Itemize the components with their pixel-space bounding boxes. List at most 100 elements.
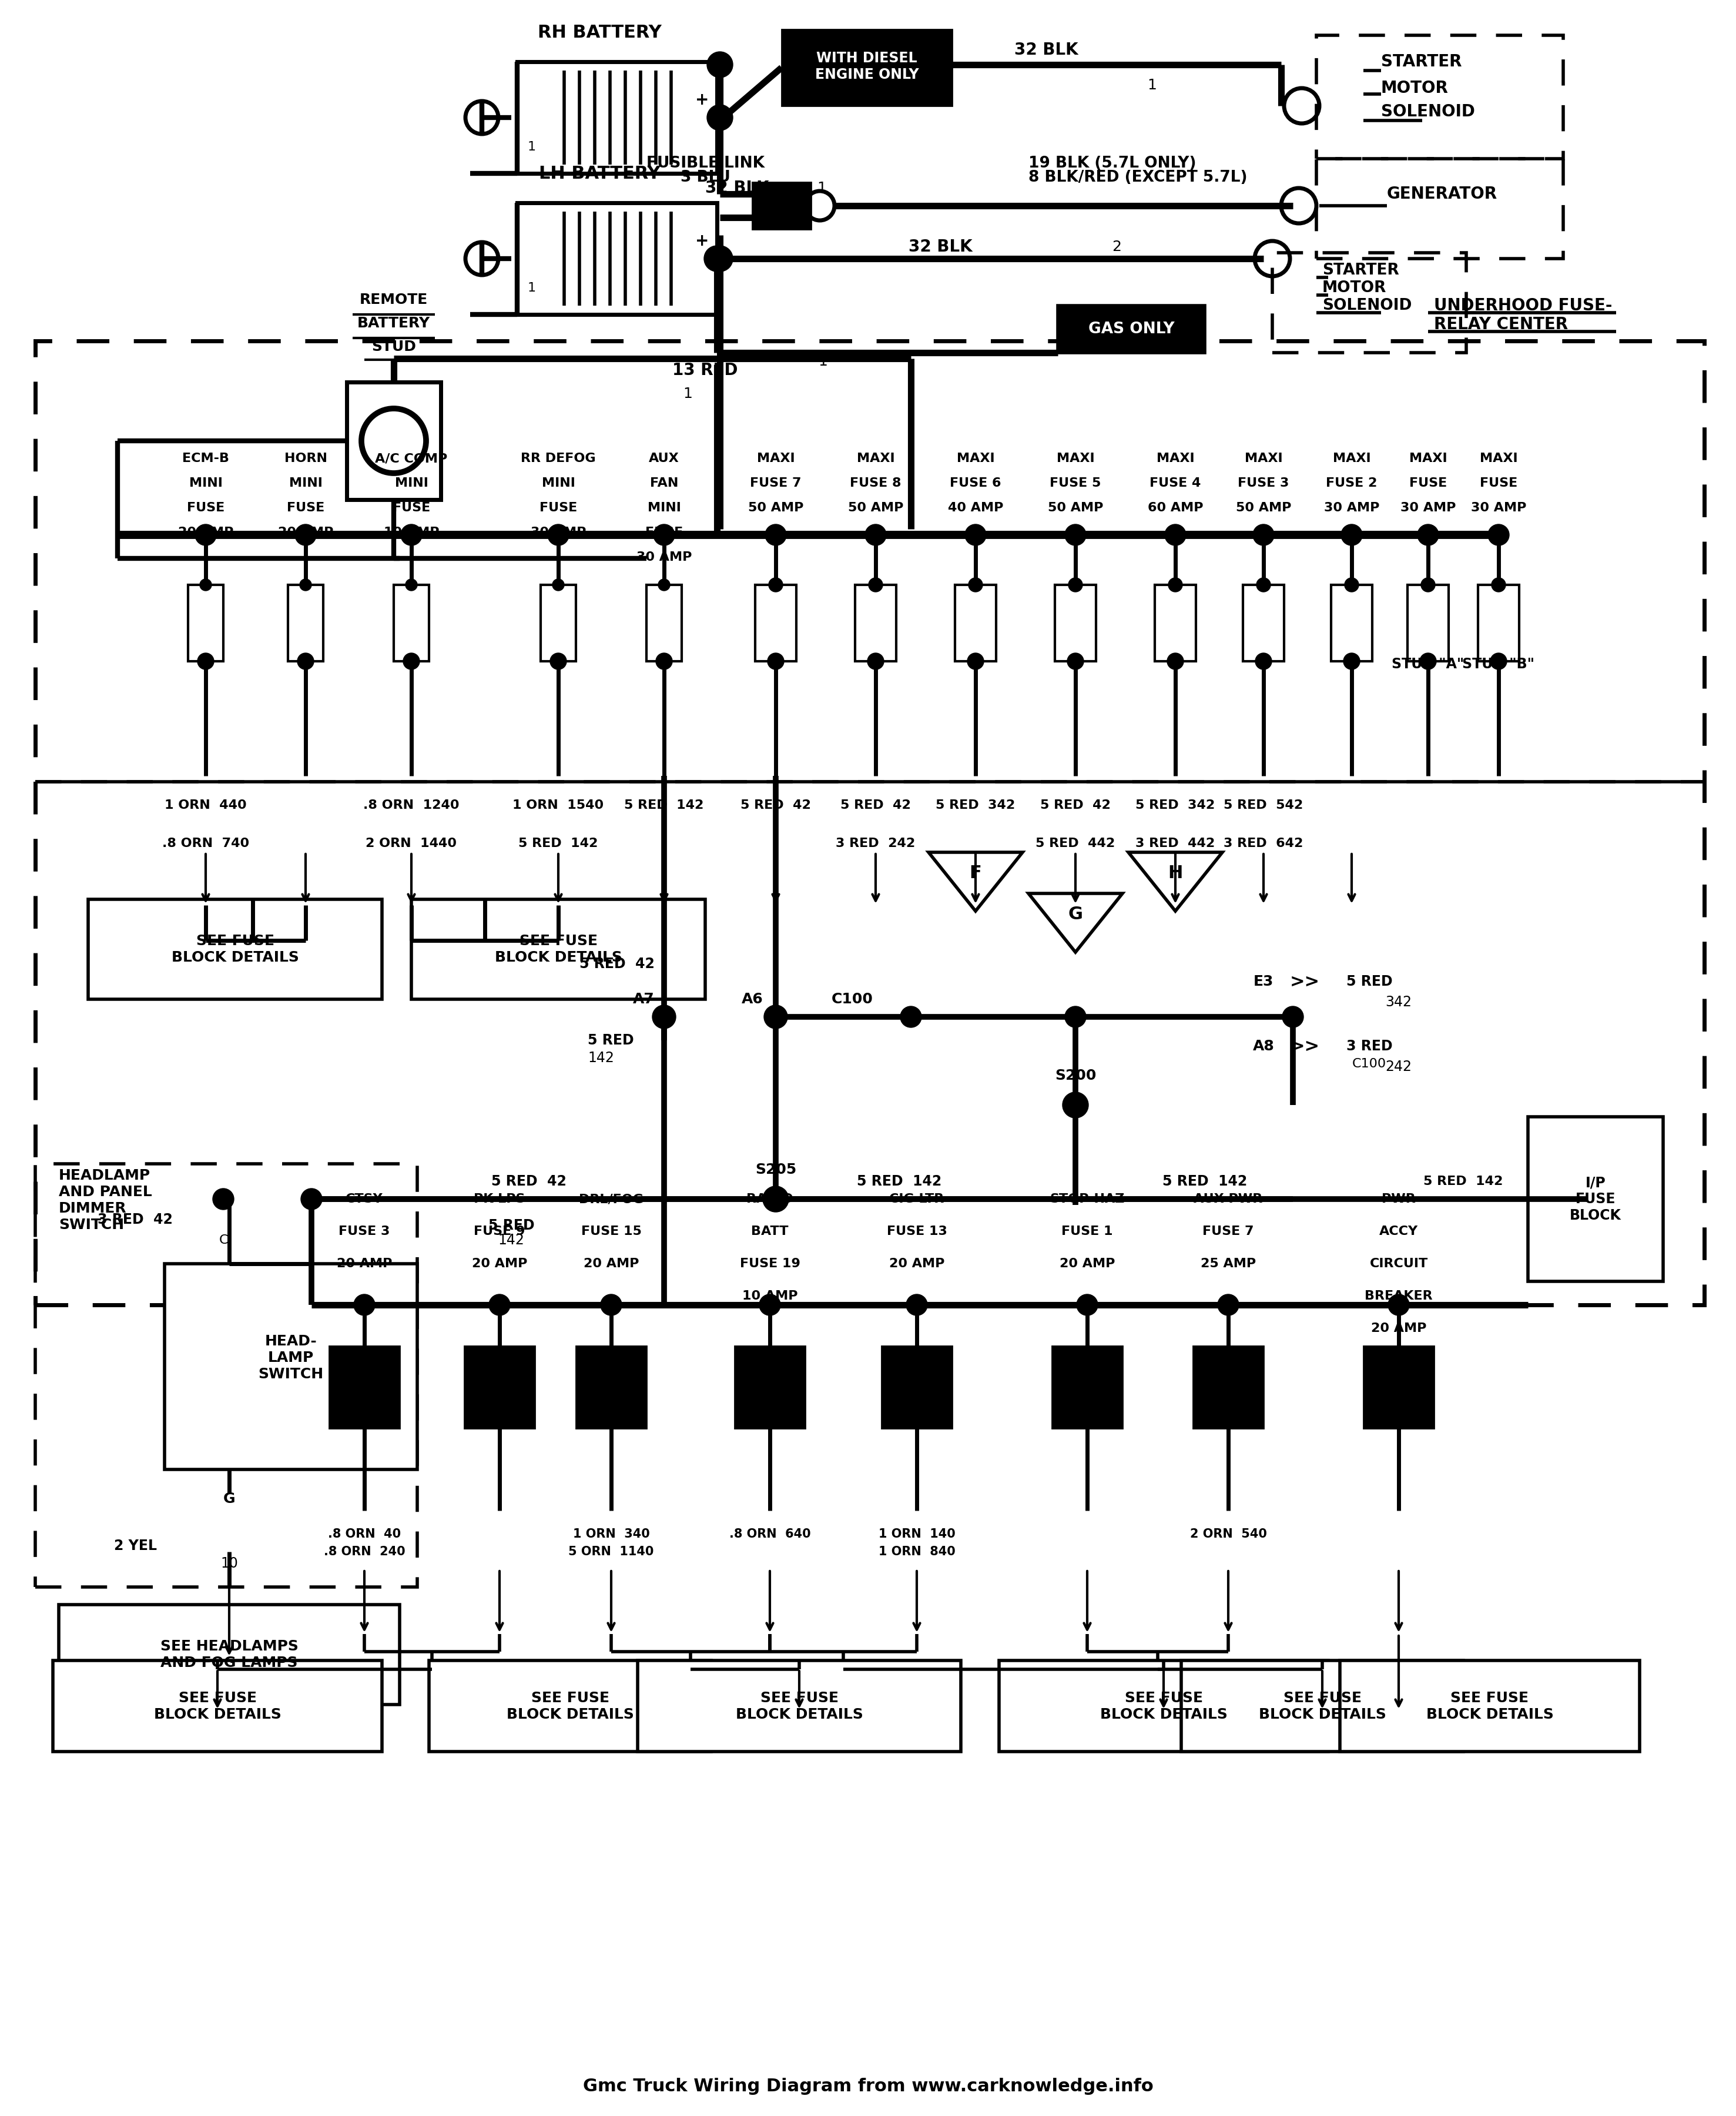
Circle shape (300, 1189, 323, 1210)
Circle shape (200, 580, 212, 590)
Text: FUSE 5: FUSE 5 (1050, 478, 1101, 489)
Text: FUSE 1: FUSE 1 (1061, 1225, 1113, 1238)
Circle shape (601, 1295, 621, 1316)
Text: 1: 1 (818, 182, 826, 195)
Text: PK LPS: PK LPS (474, 1193, 526, 1204)
Circle shape (967, 654, 984, 669)
Bar (1528, 1117, 1663, 1282)
Text: STARTER: STARTER (1323, 262, 1399, 277)
Circle shape (762, 1187, 788, 1212)
Circle shape (766, 525, 786, 546)
Text: 1 ORN  140: 1 ORN 140 (878, 1528, 955, 1540)
Circle shape (550, 654, 566, 669)
Text: 2: 2 (1111, 239, 1121, 254)
Text: AND PANEL: AND PANEL (59, 1185, 153, 1200)
Text: 30 AMP: 30 AMP (1325, 501, 1380, 514)
Text: FUSE 7: FUSE 7 (750, 478, 802, 489)
Text: AUX PWR: AUX PWR (1194, 1193, 1262, 1204)
Text: 5 RED  42: 5 RED 42 (741, 800, 811, 810)
Bar (734, 1346, 806, 1428)
Bar (998, 1661, 1328, 1752)
Bar (1340, 1661, 1639, 1752)
Text: MAXI: MAXI (1410, 453, 1448, 463)
Text: FUSE 8: FUSE 8 (851, 478, 901, 489)
Text: HEAD-
LAMP
SWITCH: HEAD- LAMP SWITCH (259, 1335, 323, 1382)
Text: FUSE 3: FUSE 3 (339, 1225, 391, 1238)
Text: .8 ORN  640: .8 ORN 640 (729, 1528, 811, 1540)
Bar (1052, 1346, 1123, 1428)
Bar (781, 30, 951, 106)
Text: 5 RED  142: 5 RED 142 (858, 1174, 941, 1189)
Text: 30 AMP: 30 AMP (1470, 501, 1526, 514)
Text: SWITCH: SWITCH (59, 1219, 123, 1232)
Circle shape (1491, 578, 1505, 592)
Bar (955, 584, 996, 660)
Bar (1055, 584, 1095, 660)
Text: 10: 10 (220, 1557, 238, 1570)
Text: SOLENOID: SOLENOID (1382, 104, 1476, 121)
Circle shape (1345, 654, 1359, 669)
Text: FUSE: FUSE (646, 527, 682, 537)
Circle shape (200, 656, 212, 667)
Text: .8 ORN  240: .8 ORN 240 (323, 1547, 404, 1557)
Text: 20 AMP: 20 AMP (583, 1257, 639, 1270)
Bar (429, 1661, 712, 1752)
Text: MINI: MINI (394, 478, 429, 489)
Text: 2 ORN  1440: 2 ORN 1440 (366, 838, 457, 849)
Bar (1316, 159, 1562, 258)
Text: FUSIBLE LINK: FUSIBLE LINK (646, 157, 764, 171)
Text: ACCY: ACCY (1378, 1225, 1418, 1238)
Text: MAXI: MAXI (856, 453, 894, 463)
Circle shape (766, 1007, 786, 1028)
Text: SEE FUSE
BLOCK DETAILS: SEE FUSE BLOCK DETAILS (1259, 1691, 1385, 1722)
Text: GENERATOR: GENERATOR (1387, 186, 1498, 203)
Circle shape (1068, 578, 1083, 592)
Bar (540, 584, 576, 660)
Text: >>: >> (1290, 973, 1319, 990)
Text: S200: S200 (1055, 1069, 1095, 1083)
Circle shape (759, 1295, 781, 1316)
Text: CIRCUIT: CIRCUIT (1370, 1257, 1427, 1270)
Text: 3 RED  42: 3 RED 42 (97, 1212, 174, 1227)
Text: 10 AMP: 10 AMP (741, 1291, 797, 1301)
Circle shape (300, 656, 311, 667)
Text: STUD: STUD (372, 341, 417, 353)
Text: 20 AMP: 20 AMP (1371, 1322, 1427, 1335)
Circle shape (769, 578, 783, 592)
Text: STARTER: STARTER (1382, 53, 1462, 70)
Text: 5 RED  142: 5 RED 142 (625, 800, 703, 810)
Bar (517, 61, 717, 174)
Circle shape (297, 654, 314, 669)
Text: LH BATTERY: LH BATTERY (538, 165, 660, 182)
Text: RADIO: RADIO (746, 1193, 793, 1204)
Text: SEE FUSE
BLOCK DETAILS: SEE FUSE BLOCK DETAILS (507, 1691, 634, 1722)
Circle shape (1342, 525, 1363, 546)
Bar (1477, 584, 1519, 660)
Text: H: H (1168, 863, 1182, 882)
Bar (646, 584, 682, 660)
Circle shape (658, 656, 670, 667)
Text: 5 RED  42: 5 RED 42 (840, 800, 911, 810)
Circle shape (1491, 654, 1505, 669)
Text: A6: A6 (741, 992, 764, 1007)
Text: MINI: MINI (288, 478, 323, 489)
Text: 1 ORN  1540: 1 ORN 1540 (512, 800, 604, 810)
Bar (35, 341, 1705, 1306)
Text: >>: >> (1290, 1037, 1319, 1054)
Text: 1: 1 (528, 281, 536, 294)
Text: BATTERY: BATTERY (358, 315, 431, 330)
Bar (288, 584, 323, 660)
Bar (187, 584, 224, 660)
Text: 2 ORN  540: 2 ORN 540 (1189, 1528, 1267, 1540)
Bar (1272, 252, 1467, 353)
Circle shape (1345, 578, 1359, 592)
Text: 5 RED  42: 5 RED 42 (491, 1174, 566, 1189)
Circle shape (1062, 1092, 1088, 1117)
Text: 1: 1 (528, 142, 536, 152)
Text: 5 RED  142: 5 RED 142 (519, 838, 599, 849)
Text: 5 RED  442: 5 RED 442 (1036, 838, 1115, 849)
Circle shape (354, 1295, 375, 1316)
Text: CIG LTR: CIG LTR (889, 1193, 944, 1204)
Text: 5 RED  42: 5 RED 42 (580, 956, 654, 971)
Bar (165, 1263, 417, 1469)
